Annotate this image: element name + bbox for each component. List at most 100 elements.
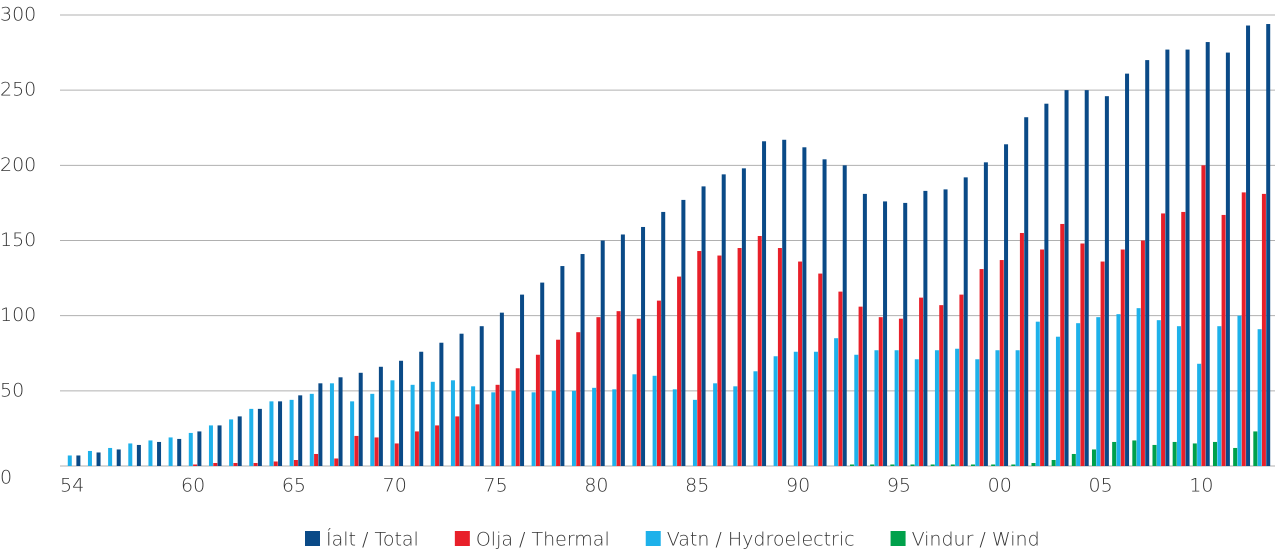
bar	[289, 399, 294, 466]
bar	[1125, 73, 1130, 466]
bar	[991, 464, 996, 466]
bar	[430, 381, 435, 466]
bar	[919, 297, 924, 466]
bar	[1201, 165, 1206, 467]
bar	[975, 359, 980, 466]
bar	[883, 201, 888, 466]
bar	[616, 311, 621, 466]
bar	[278, 401, 283, 466]
bar	[1055, 336, 1060, 466]
bar	[329, 383, 334, 466]
bar	[354, 435, 359, 466]
x-tick-label: 00	[988, 475, 1012, 497]
bar	[571, 390, 576, 466]
bar	[979, 269, 984, 466]
bar	[560, 266, 565, 466]
bar	[399, 360, 404, 466]
bar	[491, 392, 496, 466]
x-tick-label: 65	[282, 475, 306, 497]
bar	[995, 350, 1000, 466]
bar	[1266, 24, 1271, 467]
bar	[1192, 443, 1197, 466]
bar	[632, 374, 637, 466]
bar	[862, 193, 867, 466]
bar	[910, 464, 915, 466]
bar	[208, 425, 213, 466]
bar	[753, 371, 758, 466]
bar	[370, 393, 375, 466]
bar	[459, 333, 464, 466]
bar	[903, 202, 908, 466]
bar	[930, 464, 935, 466]
bar	[1019, 232, 1024, 466]
bar	[249, 408, 254, 466]
legend-label: Olja / Thermal	[476, 529, 610, 551]
bar	[213, 462, 218, 466]
bar	[793, 351, 798, 466]
bar	[1145, 60, 1150, 466]
bar	[1261, 193, 1266, 466]
bar	[802, 147, 807, 466]
bar	[701, 186, 706, 466]
bar	[813, 351, 818, 466]
bar	[773, 356, 778, 466]
bar	[1076, 323, 1081, 466]
bar	[1024, 117, 1029, 466]
bar	[1011, 464, 1016, 466]
x-tick-label: 54	[60, 475, 84, 497]
bar	[168, 437, 173, 466]
bar	[1044, 103, 1049, 467]
bar	[661, 211, 666, 466]
y-tick-label: 0	[0, 467, 12, 489]
bar	[636, 318, 641, 466]
x-tick-label: 90	[786, 475, 810, 497]
bar	[1176, 326, 1181, 466]
bar	[419, 351, 424, 466]
bar	[963, 177, 968, 467]
bar	[798, 261, 803, 466]
bar	[298, 395, 303, 466]
bar	[1004, 144, 1009, 466]
bar	[721, 174, 726, 466]
bar	[499, 312, 504, 466]
bar	[652, 375, 657, 466]
bar	[596, 317, 601, 466]
bar	[737, 248, 742, 466]
bar	[390, 380, 395, 466]
bar	[612, 389, 617, 466]
bar	[777, 248, 782, 466]
y-tick-label: 100	[0, 304, 36, 326]
legend-swatch	[305, 531, 320, 546]
bar	[136, 444, 141, 466]
bar	[1152, 444, 1157, 466]
bar	[959, 294, 964, 466]
bar	[943, 189, 948, 467]
bar	[471, 386, 476, 466]
bar	[849, 464, 854, 466]
bar	[1221, 214, 1226, 466]
bar	[1035, 321, 1040, 466]
bar	[939, 305, 944, 466]
bar	[269, 401, 274, 466]
bar	[681, 199, 686, 466]
bar	[838, 291, 843, 466]
bar	[983, 162, 988, 466]
bar	[273, 461, 278, 466]
bar	[233, 462, 238, 466]
bar	[253, 462, 258, 466]
bar	[188, 432, 193, 466]
bar	[67, 455, 72, 466]
x-tick-label: 95	[887, 475, 911, 497]
bar	[692, 399, 697, 466]
bar	[334, 458, 339, 466]
bar	[1112, 441, 1117, 466]
bar	[350, 401, 355, 466]
bar	[822, 159, 827, 466]
bar	[914, 359, 919, 466]
bar	[1253, 431, 1258, 466]
bar	[858, 306, 863, 466]
bar	[520, 294, 525, 466]
bar	[713, 383, 718, 466]
bar	[733, 386, 738, 466]
bar	[128, 443, 133, 466]
